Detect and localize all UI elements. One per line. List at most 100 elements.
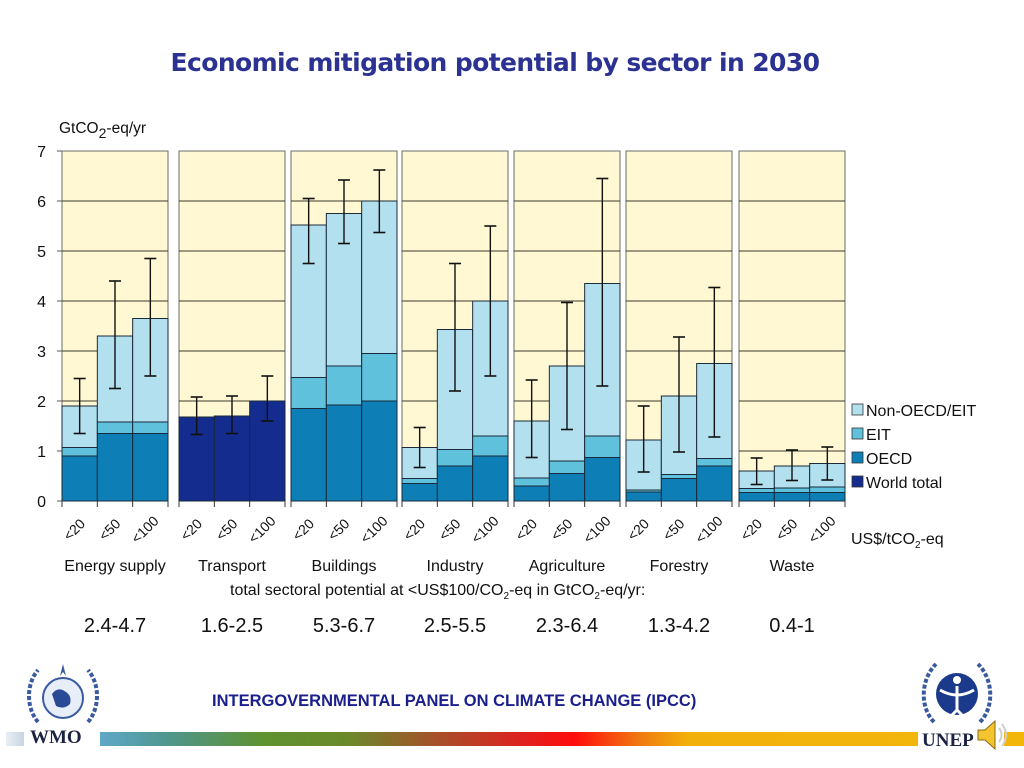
unep-emblem-icon	[921, 662, 993, 724]
error-bar	[561, 301, 573, 431]
bar-segment-oecd	[96, 433, 134, 502]
bar-segment-oecd	[548, 473, 586, 502]
bar-segment-oecd	[513, 485, 550, 502]
legend-swatch-oecd	[851, 451, 864, 464]
bar-segment-oecd	[660, 478, 698, 502]
y-tick-label: 5	[37, 244, 46, 261]
sector-label: Waste	[770, 558, 815, 575]
bar-segment-oecd	[132, 433, 169, 502]
legend-label: World total	[866, 475, 942, 492]
legend-label: OECD	[866, 451, 912, 468]
bar-segment-eit	[436, 449, 474, 467]
price-tick-label: <100	[357, 513, 391, 547]
legend-item: OECD	[851, 451, 912, 468]
speaker-icon[interactable]	[976, 718, 1008, 752]
error-bar	[413, 426, 426, 469]
bar-segment-eit	[660, 474, 698, 479]
bar-segment-eit	[773, 487, 811, 493]
legend-swatch-world-total	[851, 475, 864, 488]
price-tick-label: <50	[212, 515, 240, 543]
legend-swatch-non-oecd-eit	[851, 403, 864, 416]
price-tick-label: <20	[289, 515, 317, 543]
price-tick-label: <50	[95, 515, 123, 543]
bar-segment-eit	[132, 421, 169, 434]
error-bar	[449, 262, 461, 392]
y-tick-label: 1	[37, 444, 46, 461]
bar-segment-eit	[584, 435, 621, 458]
bar-segment-oecd	[61, 455, 98, 502]
bar-segment-eit	[61, 447, 98, 457]
bar-segment-eit	[96, 421, 134, 434]
sector-label: Agriculture	[529, 558, 606, 575]
sector-label: Transport	[198, 558, 266, 575]
footer-band-left	[6, 732, 24, 746]
wmo-emblem-icon	[27, 664, 99, 724]
sector-panel: <20 <50 <100	[177, 150, 286, 547]
total-potential-caption: total sectoral potential at <US$100/CO2-…	[230, 582, 645, 602]
sector-total-range: 5.3-6.7	[313, 615, 375, 637]
legend-item: World total	[851, 475, 942, 492]
slide-title: Economic mitigation potential by sector …	[170, 48, 820, 77]
footer-band-right	[1004, 732, 1024, 746]
y-tick-label: 7	[37, 144, 46, 161]
legend-swatch-eit	[851, 427, 864, 440]
y-tick-label: 6	[37, 194, 46, 211]
price-tick-label: <20	[400, 515, 428, 543]
error-bar	[302, 197, 315, 265]
legend-item: Non-OECD/EIT	[851, 403, 976, 420]
wmo-logo-text: WMO	[30, 727, 82, 748]
bar-segment-eit	[809, 486, 846, 493]
sector-total-range: 2.3-6.4	[536, 615, 598, 637]
price-tick-label: <50	[659, 515, 687, 543]
error-bar	[708, 286, 721, 438]
sector-panel: <20 <50 <100	[289, 150, 398, 547]
error-bar	[786, 449, 798, 482]
error-bar	[596, 177, 609, 387]
sector-total-range: 2.4-4.7	[84, 615, 146, 637]
error-bar	[226, 395, 238, 435]
error-bar	[673, 336, 685, 453]
bar-segment-oecd	[436, 465, 474, 502]
bar-segment-oecd	[325, 404, 363, 502]
error-bar	[525, 379, 538, 459]
error-bar	[338, 179, 350, 245]
price-tick-label: <50	[772, 515, 800, 543]
error-bar	[144, 257, 157, 377]
price-tick-label: <20	[737, 515, 765, 543]
footer-color-band	[100, 732, 918, 746]
error-bar	[637, 405, 650, 473]
bar-segment-oecd	[738, 492, 775, 502]
bar-segment-eit	[513, 477, 550, 487]
sector-label: Industry	[427, 558, 484, 575]
bar-segment-oecd	[290, 408, 327, 502]
legend-label: EIT	[866, 427, 891, 444]
legend: Non-OECD/EIT EIT OECD World total	[851, 403, 976, 492]
error-bar	[373, 169, 386, 234]
bar-segment-oecd	[472, 455, 509, 502]
sector-panel: <20 <50 <100	[737, 150, 846, 546]
error-bar	[109, 280, 121, 390]
bar-segment-eit	[290, 377, 327, 409]
price-tick-label: <50	[435, 515, 463, 543]
price-tick-label: <100	[245, 513, 279, 547]
sector-total-range: 0.4-1	[769, 615, 815, 637]
price-tick-label: <100	[692, 513, 726, 547]
price-tick-label: <50	[547, 515, 575, 543]
price-tick-label: <100	[580, 513, 614, 547]
legend-label: Non-OECD/EIT	[866, 403, 976, 420]
bar-segment-eit	[361, 353, 398, 402]
error-bar	[73, 377, 86, 435]
price-tick-label: <20	[624, 515, 652, 543]
bar-segment-eit	[472, 435, 509, 457]
bar-segment-oecd	[584, 457, 621, 502]
panel-background	[738, 150, 846, 502]
error-bar	[750, 457, 763, 486]
price-tick-label: <20	[512, 515, 540, 543]
y-tick-label: 3	[37, 344, 46, 361]
sector-panel: <20 <50 <100	[512, 150, 621, 547]
bar-segment-oecd	[773, 492, 811, 502]
error-bar	[484, 225, 497, 377]
sector-panel: <20 <50 <100	[60, 150, 169, 547]
price-tick-label: <100	[128, 513, 162, 547]
